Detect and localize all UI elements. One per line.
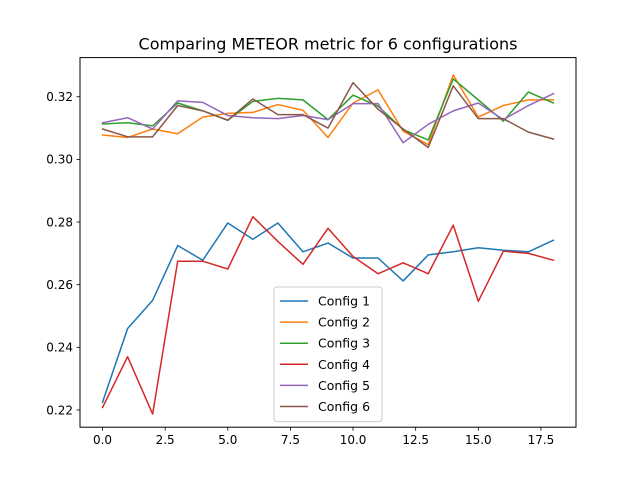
y-axis: 0.22 0.24 0.26 0.28 0.30 0.32: [46, 90, 80, 417]
legend-box: [273, 286, 383, 423]
x-tick-label: 15.0: [465, 433, 492, 447]
legend-label-config-6: Config 6: [318, 399, 370, 414]
legend-label-config-3: Config 3: [318, 336, 370, 351]
series-line-config-4: [101, 215, 555, 415]
series-line-config-5: [101, 92, 555, 144]
series-line-config-1: [101, 222, 555, 404]
chart-title: Comparing METEOR metric for 6 configurat…: [139, 35, 518, 54]
x-tick-label: 12.5: [402, 433, 429, 447]
series-line-config-6: [101, 81, 555, 149]
x-axis: 0.0 2.5 5.0 7.5 10.0 12.5 15.0 17.5: [93, 427, 554, 447]
y-tick-label: 0.30: [46, 153, 73, 167]
legend: Config 1 Config 2 Config 3 Config 4 Config 5…: [273, 286, 383, 423]
y-tick-label: 0.28: [46, 215, 73, 229]
legend-label-config-2: Config 2: [318, 315, 370, 330]
x-tick-label: 5.0: [218, 433, 237, 447]
legend-label-config-1: Config 1: [318, 294, 370, 309]
y-tick-label: 0.22: [46, 403, 73, 417]
x-tick-label: 7.5: [281, 433, 300, 447]
x-tick-label: 17.5: [528, 433, 555, 447]
series-line-config-2: [101, 74, 555, 146]
x-tick-label: 10.0: [340, 433, 367, 447]
x-tick-label: 2.5: [156, 433, 175, 447]
x-tick-label: 0.0: [93, 433, 112, 447]
y-tick-label: 0.26: [46, 278, 73, 292]
legend-label-config-5: Config 5: [318, 378, 370, 393]
y-tick-label: 0.24: [46, 341, 73, 355]
legend-label-config-4: Config 4: [318, 357, 370, 372]
y-tick-label: 0.32: [46, 90, 73, 104]
plot-frame: [79, 57, 577, 428]
plot-lines: [101, 74, 555, 415]
